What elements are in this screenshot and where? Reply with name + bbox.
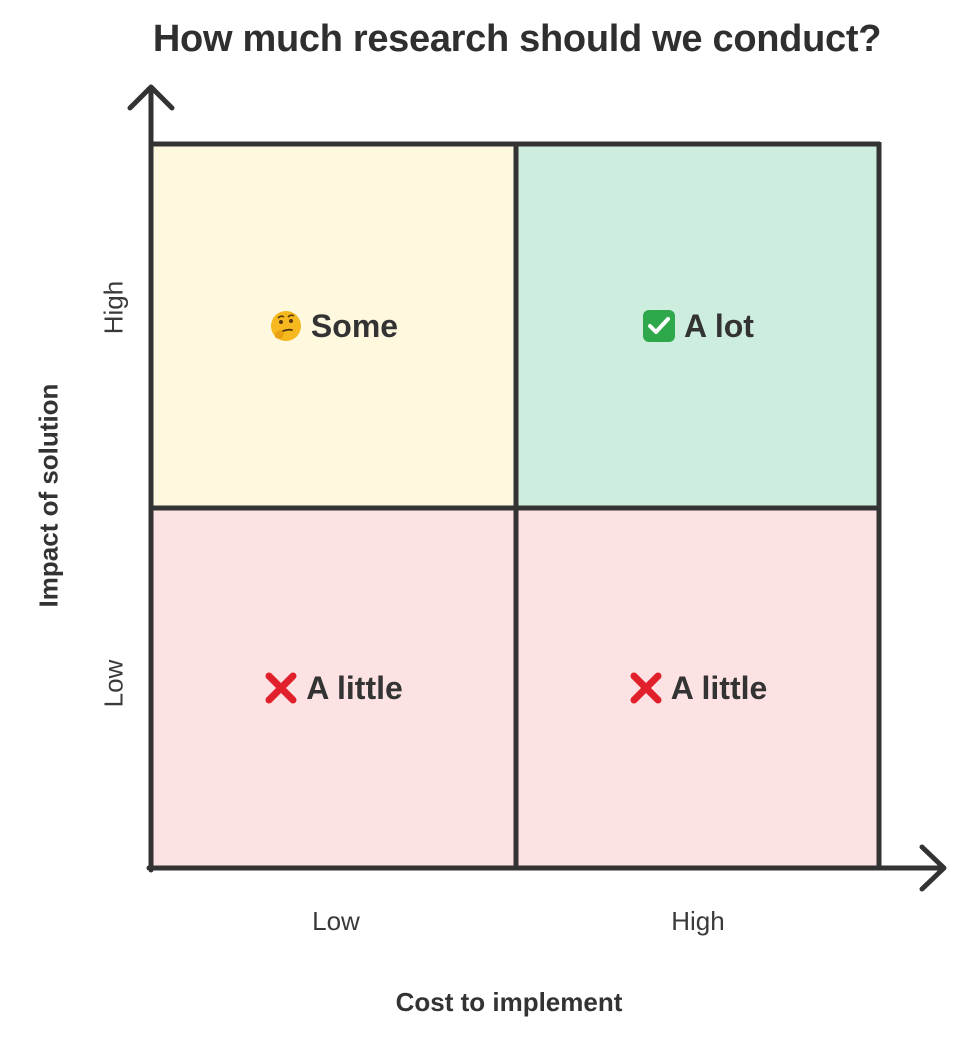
x-axis-arrowhead — [919, 844, 947, 892]
quadrant-top-right-content: A lot — [642, 308, 754, 345]
x-tick-high: High — [671, 906, 725, 936]
quadrant-bottom-left-content: A little — [264, 670, 403, 707]
y-axis-title: Impact of solution — [33, 383, 64, 608]
thinking-face-icon — [269, 309, 303, 343]
quadrant-bottom-left: A little — [151, 508, 516, 868]
x-axis-title: Cost to implement — [395, 987, 623, 1017]
quadrant-top-left-content: Some — [269, 308, 398, 345]
y-tick-low: Low — [98, 659, 129, 708]
quadrant-top-right: A lot — [516, 144, 880, 508]
quadrant-bottom-right-content: A little — [629, 669, 768, 707]
cross-mark-icon — [629, 671, 663, 705]
quadrant-bottom-left-label: A little — [306, 669, 403, 706]
y-axis-arrowhead — [127, 84, 175, 111]
quadrant-top-left: Some — [151, 144, 516, 508]
y-tick-high: High — [98, 280, 129, 335]
diagram-title: How much research should we conduct? — [152, 18, 882, 60]
x-tick-low: Low — [312, 906, 360, 936]
check-mark-button-icon — [642, 309, 676, 343]
quadrant-bottom-right-label: A little — [670, 669, 768, 706]
quadrant-top-right-label: A lot — [684, 307, 754, 344]
quadrant-bottom-right: A little — [516, 508, 880, 868]
cross-mark-icon — [264, 671, 298, 705]
quadrant-top-left-label: Some — [310, 307, 399, 344]
